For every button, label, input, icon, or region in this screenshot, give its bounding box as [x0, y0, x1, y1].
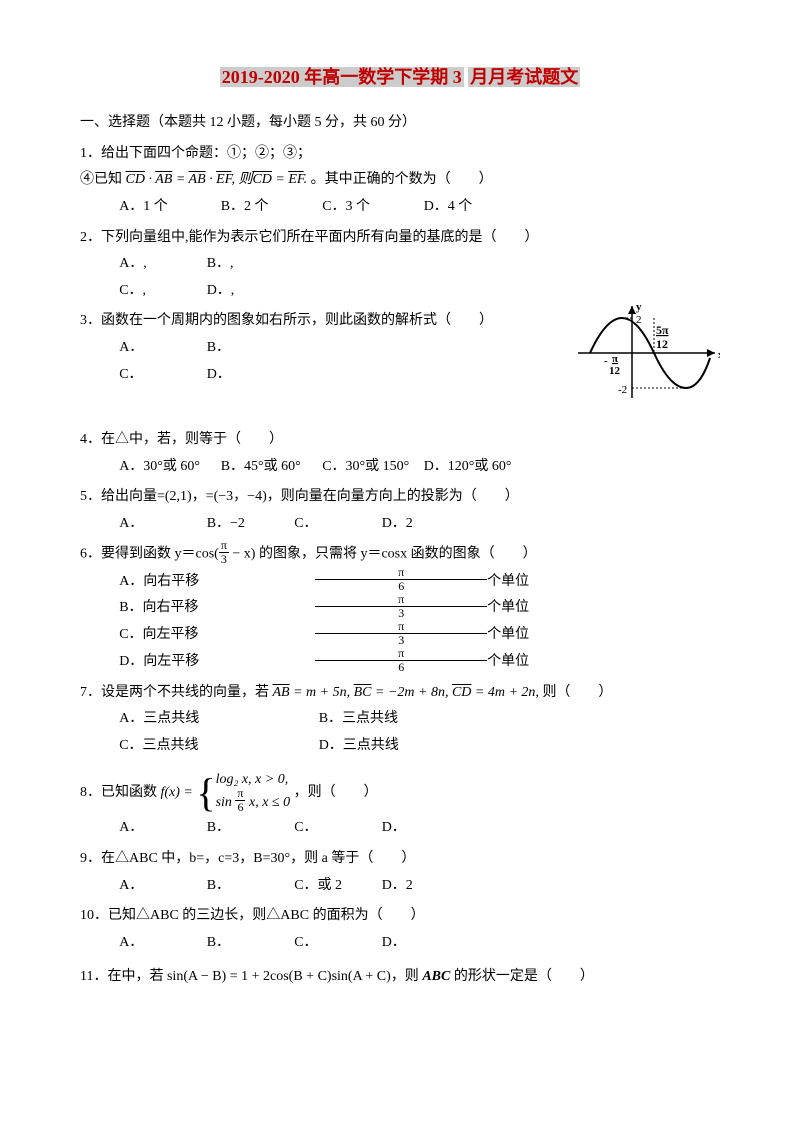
q4-opt-d: D．120°或 60°: [424, 454, 522, 481]
q4-opt-a: A．30°或 60°: [119, 454, 217, 481]
q11-stem-pre: 11．在中，若: [80, 969, 163, 984]
q8-stem-pre: 8．已知函数: [80, 785, 157, 800]
q1-opt-a: A．1 个: [119, 194, 217, 221]
q6-opt-a: A．向右平移π6个单位: [119, 568, 683, 595]
q5-opt-c: C．: [294, 511, 378, 538]
q5-stem: 5．给出向量=(2,1)，=(−3，−4)，则向量在向量方向上的投影为（ ）: [80, 484, 720, 511]
q2-opt-c: C．,: [119, 278, 203, 305]
section-header: 一、选择题（本题共 12 小题，每小题 5 分，共 60 分）: [80, 110, 720, 137]
q2-opt-a: A．,: [119, 251, 203, 278]
q5-opt-d: D．2: [382, 511, 466, 538]
q3-stem: 3．函数在一个周期内的图象如右所示，则此函数的解析式（ ）: [80, 308, 720, 335]
q8-stem-post: ，则（ ）: [294, 785, 378, 800]
q4-opt-b: B．45°或 60°: [221, 454, 319, 481]
q8-opt-b: B．: [207, 815, 291, 842]
question-5: 5．给出向量=(2,1)，=(−3，−4)，则向量在向量方向上的投影为（ ） A…: [80, 484, 720, 537]
question-4: 4．在△中，若，则等于（ ） A．30°或 60° B．45°或 60° C．3…: [80, 427, 720, 480]
q7-opt-a: A．三点共线: [119, 706, 315, 733]
q1-formula: CD · AB = AB · EF, 则CD = EF.: [126, 172, 308, 187]
q7-opt-b: B．三点共线: [319, 706, 515, 733]
q4-stem: 4．在△中，若，则等于（ ）: [80, 427, 720, 454]
q10-opt-d: D．: [382, 930, 466, 957]
q1-opt-d: D．4 个: [424, 194, 522, 221]
question-9: 9．在△ABC 中，b=，c=3，B=30°，则 a 等于（ ） A． B． C…: [80, 846, 720, 899]
question-7: 7．设是两个不共线的向量，若 AB = m + 5n, BC = −2m + 8…: [80, 680, 720, 760]
question-10: 10．已知△ABC 的三边长，则△ABC 的面积为（ ） A． B． C． D．: [80, 903, 720, 956]
q10-opt-c: C．: [294, 930, 378, 957]
q9-opt-d: D．2: [382, 873, 466, 900]
q6-opt-d: D．向左平移π6个单位: [119, 649, 683, 676]
q10-opt-a: A．: [119, 930, 203, 957]
q1-stem2-prefix: ④已知: [80, 172, 122, 187]
q1-stem1: 1．给出下面四个命题：①；②；③；: [80, 141, 720, 168]
q8-fx: f(x) =: [161, 785, 193, 800]
q5-opt-b: B．−2: [207, 511, 291, 538]
q1-opt-b: B．2 个: [221, 194, 319, 221]
q9-opt-b: B．: [207, 873, 291, 900]
q11-formula: sin(A − B) = 1 + 2cos(B + C)sin(A + C): [167, 969, 391, 984]
page-title: 2019-2020 年高一数学下学期 3 月月考试题文: [80, 60, 720, 94]
q7-formula: AB = m + 5n, BC = −2m + 8n, CD = 4m + 2n: [273, 685, 536, 700]
q4-opt-c: C．30°或 150°: [322, 454, 420, 481]
q8-opt-d: D．: [382, 815, 466, 842]
q6-opt-b: B．向右平移π3个单位: [119, 595, 683, 622]
question-11: 11．在中，若 sin(A − B) = 1 + 2cos(B + C)sin(…: [80, 964, 720, 991]
q2-opt-d: D．,: [207, 278, 291, 305]
q7-opt-d: D．三点共线: [319, 733, 515, 760]
q10-opt-b: B．: [207, 930, 291, 957]
question-2: 2．下列向量组中,能作为表示它们所在平面内所有向量的基底的是（ ） A．, B．…: [80, 225, 720, 305]
question-3: 3．函数在一个周期内的图象如右所示，则此函数的解析式（ ） A． B． C． D…: [80, 308, 720, 388]
q2-stem: 2．下列向量组中,能作为表示它们所在平面内所有向量的基底的是（ ）: [80, 225, 720, 252]
title-left: 2019-2020 年高一数学下学期 3: [220, 67, 464, 87]
q1-stem2-suffix: 。其中正确的个数为（ ）: [311, 172, 493, 187]
q8-opt-a: A．: [119, 815, 203, 842]
q9-stem: 9．在△ABC 中，b=，c=3，B=30°，则 a 等于（ ）: [80, 846, 720, 873]
question-8: 8．已知函数 f(x) = { log₂ x, x > 0, sin π6 x,…: [80, 770, 720, 842]
q3-opt-a: A．: [119, 335, 203, 362]
q2-opt-b: B．,: [207, 251, 291, 278]
q10-stem: 10．已知△ABC 的三边长，则△ABC 的面积为（ ）: [80, 903, 720, 930]
question-6: 6．要得到函数 y＝cos(π3 − x) 的图象，只需将 y＝cosx 函数的…: [80, 541, 720, 676]
q6-stem-mid: − x) 的图象，只需将 y＝cosx 函数的图象（ ）: [229, 547, 537, 562]
q9-opt-a: A．: [119, 873, 203, 900]
q6-opt-c: C．向左平移π3个单位: [119, 622, 683, 649]
question-1: 1．给出下面四个命题：①；②；③； ④已知 CD · AB = AB · EF,…: [80, 141, 720, 221]
q3-opt-b: B．: [207, 335, 291, 362]
q5-opt-a: A．: [119, 511, 203, 538]
q9-opt-c: C．或 2: [294, 873, 378, 900]
q7-stem-post: , 则（ ）: [535, 685, 612, 700]
q7-opt-c: C．三点共线: [119, 733, 315, 760]
q11-stem-mid: ，则: [391, 969, 419, 984]
title-right: 月月考试题文: [468, 67, 580, 87]
q3-opt-c: C．: [119, 362, 203, 389]
q1-opt-c: C．3 个: [322, 194, 420, 221]
q6-frac-stem: π3: [219, 539, 229, 565]
q6-stem-pre: 6．要得到函数 y＝cos(: [80, 547, 219, 562]
q11-abc: ABC: [422, 969, 450, 984]
q7-stem-pre: 7．设是两个不共线的向量，若: [80, 685, 269, 700]
q8-opt-c: C．: [294, 815, 378, 842]
q11-stem-post: 的形状一定是（ ）: [454, 969, 594, 984]
q8-piecewise: { log₂ x, x > 0, sin π6 x, x ≤ 0: [196, 770, 290, 816]
q3-opt-d: D．: [207, 362, 291, 389]
